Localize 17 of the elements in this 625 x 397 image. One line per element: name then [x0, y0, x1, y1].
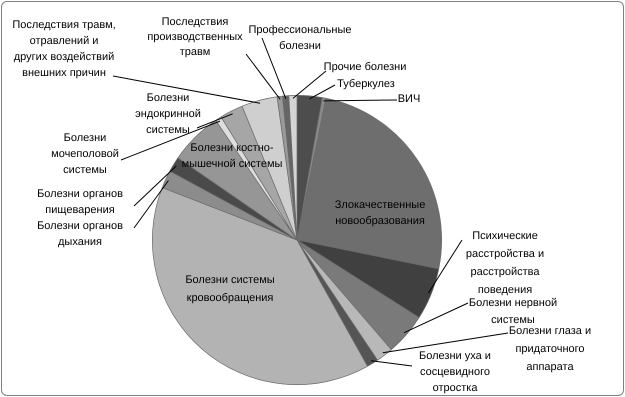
slice-label: Болезни органов дыхания: [37, 220, 124, 248]
slice-label: Последствия производственных травм: [147, 16, 244, 58]
slice-label: Психические расстройства и расстройства поведения: [466, 230, 544, 296]
slice-label: Болезни уха и сосцевидного отростка: [419, 350, 491, 394]
slice-label: Злокачественные новообразования: [334, 199, 426, 228]
slice-label: Болезни системы кровообращения: [185, 274, 275, 304]
slice-label: Болезни органов пищеварения: [37, 188, 124, 216]
slice-label: Болезни мочеполовой системы: [51, 132, 119, 176]
slice-label: Болезни глаза и придаточного аппарата: [508, 325, 592, 374]
slice-label: Туберкулез: [337, 78, 395, 90]
slice-label: Болезни нервной системы: [468, 297, 558, 326]
slice-label: Прочие болезни: [324, 61, 406, 74]
slice-label: Последствия травм, отравлений и других воздействий внешних причин: [12, 19, 116, 80]
slice-label: Болезни эндокринной системы: [135, 92, 201, 136]
slice-label: Болезни костно-мышечной системы: [182, 142, 282, 170]
slice-label: Профессиональные болезни: [248, 24, 352, 52]
slice-label: ВИЧ: [398, 93, 420, 106]
